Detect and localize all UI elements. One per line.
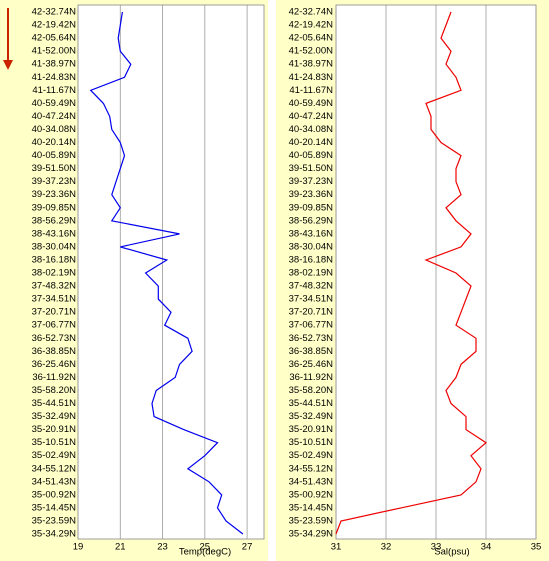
y-tick-label: 37-06.77N	[289, 320, 334, 331]
y-tick-label: 41-11.67N	[32, 85, 76, 96]
y-tick-label: 34-51.43N	[32, 476, 77, 487]
y-tick-label: 40-20.14N	[32, 137, 77, 148]
y-tick-label: 36-38.85N	[32, 346, 77, 357]
y-tick-label: 41-24.83N	[289, 72, 334, 83]
y-tick-label: 36-11.92N	[32, 372, 76, 383]
y-tick-label: 37-06.77N	[32, 320, 77, 331]
y-tick-label: 36-52.73N	[32, 333, 77, 344]
y-tick-label: 38-02.19N	[32, 268, 77, 279]
y-tick-label: 35-14.45N	[289, 502, 334, 513]
y-tick-label: 35-44.51N	[32, 398, 77, 409]
y-tick-label: 35-58.20N	[32, 385, 77, 396]
y-tick-label: 35-20.91N	[32, 424, 77, 435]
y-tick-label: 39-37.23N	[32, 176, 77, 187]
y-tick-label: 35-23.59N	[32, 515, 77, 526]
y-tick-label: 38-56.29N	[32, 215, 77, 226]
y-tick-label: 38-56.29N	[289, 215, 334, 226]
y-tick-label: 35-34.29N	[289, 529, 334, 540]
y-tick-label: 40-59.49N	[32, 98, 77, 109]
x-tick-label: 32	[381, 542, 392, 553]
y-tick-label: 35-10.51N	[289, 437, 334, 448]
y-tick-label: 40-34.08N	[289, 124, 334, 135]
y-tick-label: 38-30.04N	[289, 241, 334, 252]
y-tick-label: 35-14.45N	[32, 502, 77, 513]
y-tick-label: 37-34.51N	[32, 294, 77, 305]
y-tick-label: 37-20.71N	[32, 307, 77, 318]
y-tick-label: 36-38.85N	[289, 346, 334, 357]
y-tick-label: 40-05.89N	[289, 150, 334, 161]
y-tick-label: 34-51.43N	[289, 476, 334, 487]
y-tick-label: 35-44.51N	[289, 398, 334, 409]
y-tick-label: 40-47.24N	[289, 111, 334, 122]
y-tick-label: 35-32.49N	[289, 411, 334, 422]
y-tick-label: 37-20.71N	[289, 307, 334, 318]
y-tick-label: 39-51.50N	[32, 163, 77, 174]
y-tick-label: 34-55.12N	[289, 463, 334, 474]
y-tick-label: 42-05.64N	[289, 33, 334, 44]
y-tick-label: 38-16.18N	[32, 254, 77, 265]
x-tick-label: 31	[331, 542, 342, 553]
data-line	[335, 11, 487, 535]
x-tick-label: 19	[73, 542, 84, 553]
x-tick-label: 33	[431, 542, 442, 553]
y-tick-label: 35-32.49N	[32, 411, 77, 422]
y-tick-label: 39-09.85N	[32, 202, 77, 213]
y-tick-label: 35-02.49N	[32, 450, 77, 461]
x-tick-label: 21	[115, 542, 126, 553]
y-tick-label: 37-48.32N	[32, 281, 77, 292]
y-tick-label: 35-20.91N	[289, 424, 334, 435]
y-tick-label: 35-10.51N	[32, 437, 77, 448]
y-tick-label: 35-34.29N	[32, 529, 77, 540]
y-tick-label: 34-55.12N	[32, 463, 77, 474]
y-tick-label: 42-32.74N	[32, 7, 77, 18]
y-tick-label: 41-38.97N	[32, 59, 77, 70]
y-tick-label: 42-32.74N	[289, 7, 334, 18]
y-tick-label: 40-20.14N	[289, 137, 334, 148]
y-tick-label: 40-47.24N	[32, 111, 77, 122]
y-tick-label: 38-30.04N	[32, 241, 77, 252]
y-tick-label: 41-52.00N	[32, 46, 77, 57]
y-tick-label: 41-11.67N	[289, 85, 333, 96]
y-tick-label: 41-24.83N	[32, 72, 77, 83]
x-tick-label: 27	[242, 542, 253, 553]
y-tick-label: 35-00.92N	[289, 489, 334, 500]
y-tick-label: 39-23.36N	[32, 189, 77, 200]
y-tick-label: 35-58.20N	[289, 385, 334, 396]
y-tick-label: 36-25.46N	[32, 359, 77, 370]
y-tick-label: 40-34.08N	[32, 124, 77, 135]
y-tick-label: 36-11.92N	[289, 372, 333, 383]
x-tick-label: 35	[531, 542, 542, 553]
x-axis-title: Sal(psu)	[434, 547, 469, 558]
y-tick-label: 40-05.89N	[32, 150, 77, 161]
y-tick-label: 38-02.19N	[289, 268, 334, 279]
y-tick-label: 39-23.36N	[289, 189, 334, 200]
y-tick-label: 38-16.18N	[289, 254, 334, 265]
y-tick-label: 40-59.49N	[289, 98, 334, 109]
y-tick-label: 35-23.59N	[289, 515, 334, 526]
plot-area	[77, 4, 265, 540]
y-tick-label: 39-09.85N	[289, 202, 334, 213]
y-tick-label: 38-43.16N	[32, 228, 77, 239]
x-tick-label: 34	[481, 542, 492, 553]
y-tick-label: 41-38.97N	[289, 59, 334, 70]
y-tick-label: 36-25.46N	[289, 359, 334, 370]
y-tick-label: 37-34.51N	[289, 294, 334, 305]
y-tick-label: 36-52.73N	[289, 333, 334, 344]
y-tick-label: 42-19.42N	[32, 20, 77, 31]
y-tick-label: 42-05.64N	[32, 33, 77, 44]
direction-arrow	[3, 8, 13, 70]
x-axis-title: Temp(degC)	[179, 547, 231, 558]
y-tick-label: 39-51.50N	[289, 163, 334, 174]
x-tick-label: 25	[200, 542, 211, 553]
y-tick-label: 35-00.92N	[32, 489, 77, 500]
y-tick-label: 38-43.16N	[289, 228, 334, 239]
y-tick-label: 41-52.00N	[289, 46, 334, 57]
y-tick-label: 39-37.23N	[289, 176, 334, 187]
y-tick-label: 35-02.49N	[289, 450, 334, 461]
y-tick-label: 37-48.32N	[289, 281, 334, 292]
x-tick-label: 23	[157, 542, 168, 553]
y-tick-label: 42-19.42N	[289, 20, 334, 31]
data-line	[89, 11, 244, 535]
